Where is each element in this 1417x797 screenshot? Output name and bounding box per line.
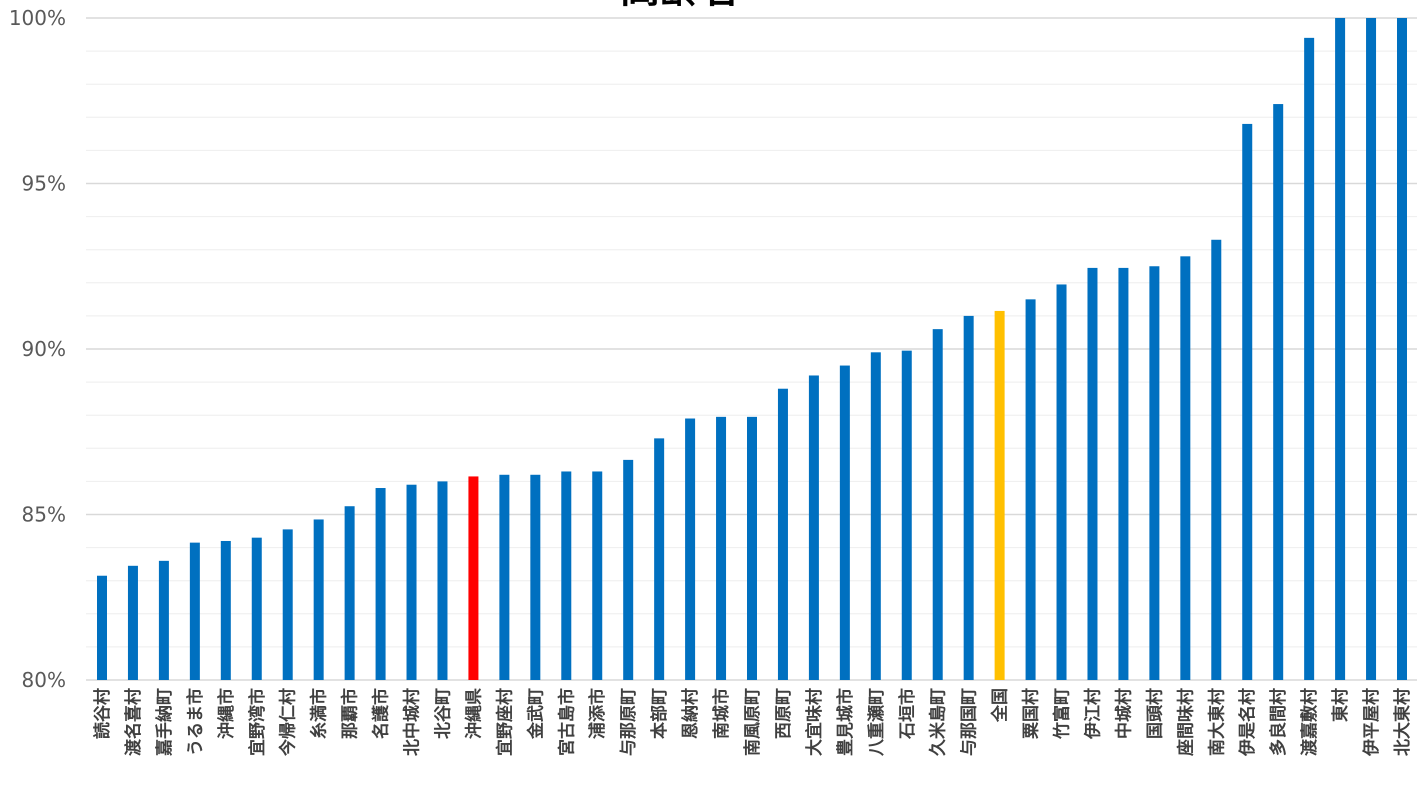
x-category-label: 北中城村 xyxy=(402,688,423,756)
bar xyxy=(1087,267,1098,680)
bar xyxy=(1118,267,1129,680)
bars xyxy=(97,18,1407,681)
x-category-label: 座間味村 xyxy=(1175,688,1196,756)
x-category-label: 豊見城市 xyxy=(835,688,856,756)
x-category-label: 北大東村 xyxy=(1392,688,1413,756)
bar xyxy=(592,471,603,680)
bar xyxy=(654,438,665,680)
x-category-label: 西原町 xyxy=(774,688,794,739)
bar xyxy=(839,365,850,680)
x-category-label: 読谷村 xyxy=(92,688,113,739)
x-category-label: 今帰仁村 xyxy=(278,688,299,756)
bar xyxy=(1397,18,1407,680)
bar xyxy=(1273,104,1284,680)
bar xyxy=(313,519,324,680)
bar xyxy=(1242,123,1253,681)
x-category-label: 大宜味村 xyxy=(804,688,825,756)
x-category-label: 恩納村 xyxy=(680,688,701,739)
bar xyxy=(963,315,974,680)
x-category-label: 宜野湾市 xyxy=(247,688,268,756)
x-category-label: 沖縄県 xyxy=(463,688,484,739)
bar xyxy=(1180,256,1191,680)
bar xyxy=(808,375,819,680)
y-tick-label: 100% xyxy=(9,6,66,30)
x-category-label: 宮古島市 xyxy=(556,688,577,756)
bar xyxy=(1211,239,1222,680)
bar xyxy=(375,488,386,680)
x-category-label: 与那原町 xyxy=(619,688,639,756)
x-category-label: 竹富町 xyxy=(1052,688,1073,740)
bar xyxy=(685,418,696,680)
bar xyxy=(1366,18,1377,680)
x-category-label: 渡嘉敷村 xyxy=(1299,688,1320,756)
bar xyxy=(406,484,417,680)
bar xyxy=(777,388,788,680)
x-category-label: 糸満市 xyxy=(309,688,330,739)
x-category-label: 名護市 xyxy=(371,688,392,739)
bar xyxy=(251,537,262,680)
bar xyxy=(530,474,541,680)
x-category-label: 東村 xyxy=(1330,688,1351,722)
bar xyxy=(1025,299,1036,680)
bar xyxy=(901,350,912,680)
y-tick-label: 90% xyxy=(22,337,66,361)
x-category-label: 渡名喜村 xyxy=(123,688,144,756)
bar xyxy=(994,310,1005,680)
bar xyxy=(220,540,231,680)
x-category-label: 宜野座村 xyxy=(494,688,515,756)
y-tick-label: 80% xyxy=(22,668,66,692)
bar xyxy=(344,506,355,680)
x-axis-categories: 読谷村 渡名喜村 嘉手納町 うるま市 沖縄市 宜野湾市 今帰仁村 糸満市 那覇市 名護市 北中城村北… xyxy=(92,688,1413,757)
x-category-label: うるま市 xyxy=(185,688,206,756)
x-category-label: 那覇市 xyxy=(340,688,361,739)
x-category-label: 国頭村 xyxy=(1144,688,1165,739)
bar xyxy=(1056,284,1067,680)
x-category-label: 与那国町 xyxy=(960,688,980,756)
x-category-label: 本部町 xyxy=(649,688,670,739)
bar xyxy=(127,565,138,680)
x-category-label: 多良間村 xyxy=(1268,688,1289,756)
bar xyxy=(468,476,479,680)
y-axis-ticks: 80% 85% 90% 95% 100% xyxy=(9,6,66,692)
bar xyxy=(282,529,293,680)
x-category-label: 北谷町 xyxy=(433,688,453,739)
x-category-label: 嘉手納町 xyxy=(154,688,175,757)
bar xyxy=(747,416,757,680)
y-tick-label: 85% xyxy=(22,503,66,527)
bar xyxy=(1149,266,1160,680)
bar xyxy=(623,459,634,680)
x-category-label: 伊江村 xyxy=(1082,688,1103,740)
x-category-label: 全国 xyxy=(990,688,1011,723)
x-category-label: 南城市 xyxy=(711,688,732,739)
y-tick-label: 95% xyxy=(22,172,66,196)
bar xyxy=(437,481,448,680)
chart-title: 高齢者 xyxy=(620,0,740,12)
x-category-label: 南大東村 xyxy=(1206,688,1227,756)
x-category-label: 伊平屋村 xyxy=(1361,688,1382,757)
bar xyxy=(97,575,107,680)
x-category-label: 粟国村 xyxy=(1021,688,1042,739)
x-category-label: 伊是名村 xyxy=(1237,688,1258,757)
bar xyxy=(158,560,169,680)
bar xyxy=(1335,18,1346,680)
x-category-label: 浦添市 xyxy=(587,688,608,739)
x-category-label: 南風原町 xyxy=(742,688,763,756)
bar xyxy=(932,329,943,680)
bar xyxy=(870,352,881,680)
bar xyxy=(499,474,510,680)
bar xyxy=(561,471,572,680)
x-category-label: 八重瀬町 xyxy=(866,688,887,756)
x-category-label: 中城村 xyxy=(1113,688,1134,739)
x-category-label: 沖縄市 xyxy=(216,688,237,739)
x-category-label: 金武町 xyxy=(525,688,546,740)
bar xyxy=(716,416,727,680)
bar xyxy=(1304,37,1315,681)
bar xyxy=(189,542,200,680)
x-category-label: 久米島町 xyxy=(928,688,949,756)
x-category-label: 石垣市 xyxy=(897,688,918,740)
